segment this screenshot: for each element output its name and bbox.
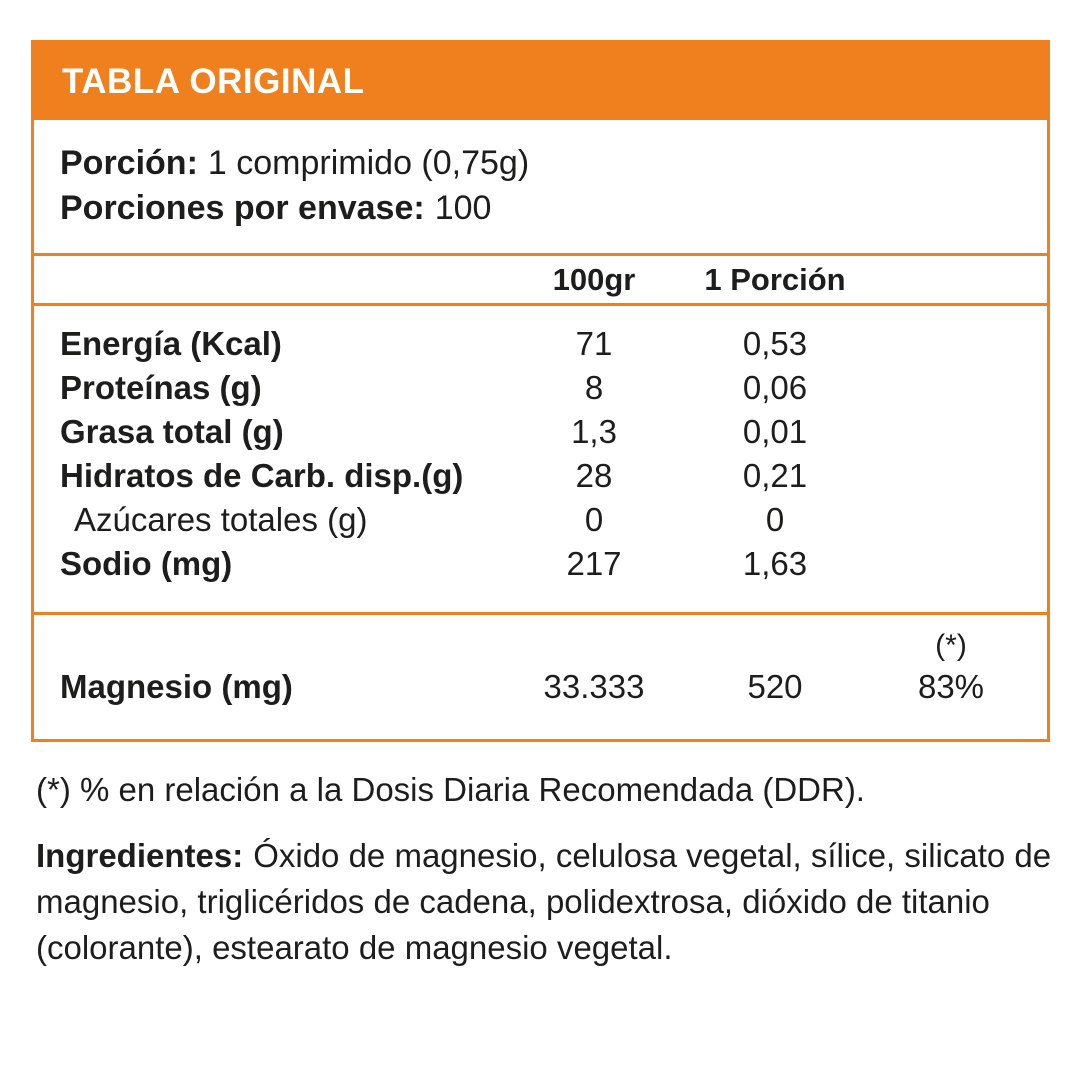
nutrient-row: Grasa total (g) 1,3 0,01: [34, 410, 1047, 454]
nutrient-rows: Energía (Kcal) 71 0,53 Proteínas (g) 8 0,06 Gr…: [34, 306, 1047, 612]
value-per-100gr: 33.333: [543, 668, 645, 705]
nutrient-label: Hidratos de Carb. disp.(g): [60, 457, 464, 494]
nutrient-label: Magnesio (mg): [60, 668, 293, 705]
ddr-marker: (*): [935, 629, 967, 662]
serving-size-row: Porción: 1 comprimido (0,75g): [60, 141, 1021, 186]
nutrient-label: Sodio (mg): [60, 545, 233, 582]
value-per-100gr: 8: [584, 369, 604, 406]
nutrient-label: Proteínas (g): [60, 369, 262, 406]
nutrient-row: Proteínas (g) 8 0,06: [34, 366, 1047, 410]
value-per-100gr: 0: [584, 501, 604, 538]
column-header-porcion: 1 Porción: [704, 262, 846, 297]
nutrient-row: Magnesio (mg) 33.333 520 83%: [34, 665, 1047, 709]
value-ddr-percent: 83%: [917, 668, 985, 705]
value-per-serving: 1,63: [742, 545, 808, 582]
nutrition-table-card: TABLA ORIGINAL Porción: 1 comprimido (0,7…: [31, 40, 1050, 742]
serving-size-label: Porción:: [60, 144, 198, 182]
ingredients-paragraph: Ingredientes: Óxido de magnesio, celulosa…: [36, 833, 1052, 971]
value-per-100gr: 1,3: [571, 413, 617, 450]
value-per-100gr: 71: [575, 325, 613, 362]
servings-per-container-row: Porciones por envase: 100: [60, 186, 1021, 231]
value-per-100gr: 217: [566, 545, 622, 582]
value-per-100gr: 28: [575, 457, 613, 494]
ddr-marker-row: (*): [34, 627, 1047, 665]
nutrient-label: Grasa total (g): [60, 413, 284, 450]
servings-per-container-value: 100: [434, 189, 492, 227]
nutrient-row: Sodio (mg) 217 1,63: [34, 542, 1047, 586]
serving-info: Porción: 1 comprimido (0,75g) Porciones p…: [34, 120, 1047, 253]
ddr-footnote: (*) % en relación a la Dosis Diaria Reco…: [36, 771, 865, 808]
column-header-row: 100gr 1 Porción: [34, 253, 1047, 306]
ingredients-label: Ingredientes:: [36, 837, 244, 874]
nutrient-label: Energía (Kcal): [60, 325, 282, 362]
minerals-section: (*) Magnesio (mg) 33.333 520 83%: [34, 612, 1047, 739]
nutrient-label: Azúcares totales (g): [74, 501, 368, 538]
value-per-serving: 0: [765, 501, 785, 538]
value-per-serving: 0,06: [742, 369, 808, 406]
value-per-serving: 0,21: [742, 457, 808, 494]
table-title: TABLA ORIGINAL: [34, 43, 1047, 120]
value-per-serving: 0,01: [742, 413, 808, 450]
nutrient-row: Hidratos de Carb. disp.(g) 28 0,21: [34, 454, 1047, 498]
column-header-100gr: 100gr: [552, 262, 636, 297]
mineral-rows: Magnesio (mg) 33.333 520 83%: [34, 665, 1047, 709]
nutrient-row: Azúcares totales (g) 0 0: [34, 498, 1047, 542]
nutrient-row: Energía (Kcal) 71 0,53: [34, 322, 1047, 366]
value-per-serving: 0,53: [742, 325, 808, 362]
servings-per-container-label: Porciones por envase:: [60, 189, 425, 227]
ingredients-text: Óxido de magnesio, celulosa vegetal, síl…: [36, 837, 1052, 966]
serving-size-value: 1 comprimido (0,75g): [207, 144, 530, 182]
value-per-serving: 520: [747, 668, 803, 705]
